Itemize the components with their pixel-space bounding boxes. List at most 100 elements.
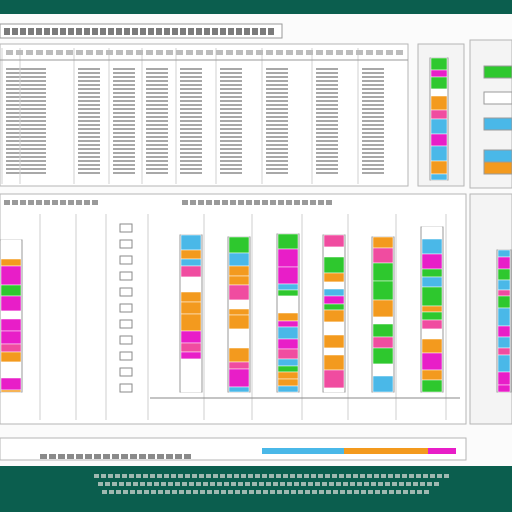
footer-glyph [129,474,134,478]
right-stack-cell [497,371,511,386]
table-row-line [362,140,384,142]
column-stack-cell [372,236,394,249]
panel-title-glyph [278,200,284,205]
table-row-line [362,144,384,146]
header-glyph [206,50,213,55]
footer-glyph [241,474,246,478]
footer-glyph [283,474,288,478]
footer-glyph [255,474,260,478]
footer-glyph [326,490,331,494]
column-stack-cell [421,253,443,270]
table-row-line [362,100,384,102]
table-row-line [180,152,202,154]
table-row-line [113,88,135,90]
panel-title-glyph [230,200,236,205]
title-glyph [212,28,218,35]
table-row-line [180,140,202,142]
footer-glyph [140,482,145,486]
status-glyph [148,454,155,459]
panel-title-glyph [20,200,26,205]
column-stack-cell [323,234,345,248]
header-glyph [276,50,283,55]
table-row-line [78,156,100,158]
table-row-line [266,156,288,158]
table-row-line [362,128,384,130]
footer-glyph [165,490,170,494]
table-row-line [220,164,242,166]
column-stack-cell [277,378,299,387]
footer-glyph [206,474,211,478]
footer-glyph [353,474,358,478]
table-row-line [266,124,288,126]
column-stack-cell [372,363,394,377]
side-stack-cell [430,76,448,90]
column-stack-cell [421,276,443,288]
table-row-line [362,92,384,94]
footer-glyph [406,482,411,486]
list-icon [119,303,133,313]
footer-glyph [284,490,289,494]
column-stack-cell [180,330,202,344]
column-stack-cell [421,286,443,307]
footer-glyph [312,490,317,494]
footer-glyph [378,482,383,486]
column-stack-cell [421,369,443,381]
table-row-line [6,140,28,142]
table-row-line [220,168,242,170]
progress-orange [344,448,428,454]
table-row-line [220,148,242,150]
table-row-line [113,128,135,130]
footer-glyph [94,474,99,478]
table-row-line [220,116,242,118]
panel-title-glyph [238,200,244,205]
table-row-line [78,160,100,162]
footer-glyph [396,490,401,494]
header-glyph [86,50,93,55]
footer-glyph [392,482,397,486]
table-row-line [24,168,46,170]
table-row-line [362,84,384,86]
header-glyph [356,50,363,55]
panel-title-glyph [92,200,98,205]
footer-glyph [171,474,176,478]
table-row-line [362,168,384,170]
column-stack-cell [277,248,299,268]
table-row-line [180,68,202,70]
table-row-line [362,104,384,106]
footer-glyph [333,490,338,494]
table-row-line [78,124,100,126]
footer-glyph [354,490,359,494]
footer-glyph [234,474,239,478]
table-row-line [316,80,338,82]
column-stack-cell [180,234,202,251]
status-glyph [184,454,191,459]
footer-glyph [336,482,341,486]
table-row-line [362,68,384,70]
header-glyph [16,50,23,55]
table-row-line [24,108,46,110]
header-glyph [196,50,203,55]
footer-glyph [291,490,296,494]
column-stack-cell [372,316,394,325]
list-icon [119,335,133,345]
footer-glyph [126,482,131,486]
column-stack-cell [421,238,443,255]
footer-glyph [402,474,407,478]
header-glyph [126,50,133,55]
footer-glyph [220,474,225,478]
header-glyph [146,50,153,55]
header-glyph [376,50,383,55]
footer-glyph [199,474,204,478]
column-stack-cell [180,342,202,353]
column-stack-cell [323,309,345,323]
table-row-line [24,152,46,154]
table-row-line [6,92,28,94]
table-row-line [113,76,135,78]
footer-glyph [249,490,254,494]
footer-glyph [252,482,257,486]
right-stack-cell [497,249,511,258]
footer-glyph [276,474,281,478]
title-glyph [4,28,10,35]
table-row-line [362,132,384,134]
